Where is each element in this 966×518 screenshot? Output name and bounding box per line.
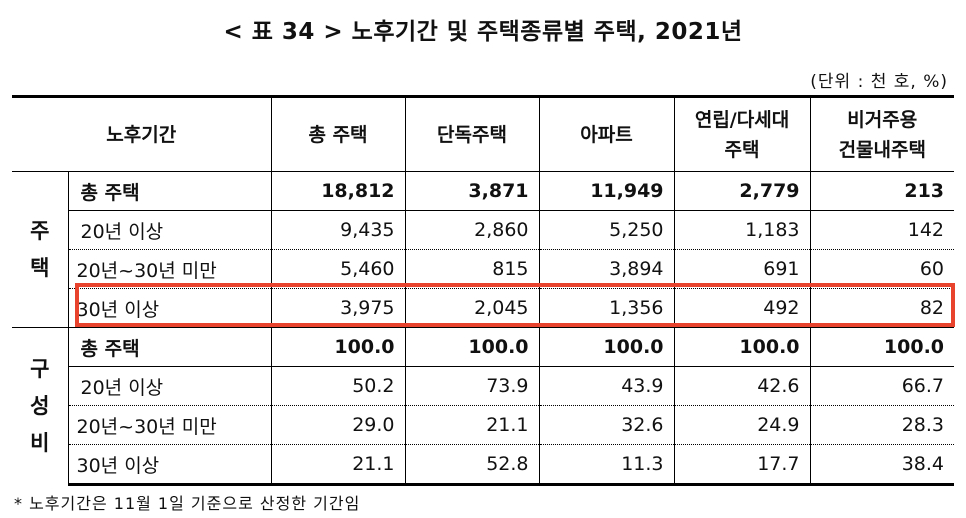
unit-note: (단위 : 천 호, %) — [810, 72, 948, 92]
cell-value: 43.9 — [538, 366, 675, 406]
cell-value: 142 — [809, 210, 955, 250]
table-title: < 표 34 > 노후기간 및 주택종류별 주택, 2021년 — [223, 19, 743, 45]
cell-value: 9,435 — [270, 210, 406, 250]
cell-value: 815 — [404, 249, 540, 289]
row-label: 30년 이상 — [67, 288, 272, 328]
cell-value: 691 — [673, 249, 811, 289]
header-rowhouse-line2: 주택 — [724, 138, 760, 161]
housing-age-table: 노후기간 총 주택 단독주택 아파트 연립/다세대 주택 비거주용 건물내주택 … — [12, 95, 955, 486]
header-nonresidential-line2: 건물내주택 — [838, 138, 926, 161]
row-label: 20년~30년 미만 — [67, 405, 272, 445]
group-composition-char: 비 — [30, 430, 50, 455]
cell-value: 2,045 — [404, 288, 540, 328]
cell-value: 32.6 — [538, 405, 675, 445]
group-housing-char: 주 — [30, 218, 50, 243]
header-total: 총 주택 — [270, 95, 406, 172]
cell-value: 100.0 — [809, 327, 955, 367]
row-label: 20년~30년 미만 — [67, 249, 272, 289]
cell-value: 21.1 — [404, 405, 540, 445]
group-housing-char: 택 — [30, 255, 50, 280]
footnote: * 노후기간은 11월 1일 기준으로 산정한 기간임 — [14, 494, 361, 513]
group-label-housing: 주 택 — [12, 171, 69, 328]
cell-value: 73.9 — [404, 366, 540, 406]
row-label: 총 주택 — [80, 181, 140, 204]
table-row: 20년 이상 9,435 2,860 5,250 1,183 142 — [12, 210, 955, 250]
cell-value: 1,356 — [538, 288, 675, 328]
cell-value: 492 — [673, 288, 811, 328]
cell-value: 100.0 — [270, 327, 406, 367]
cell-value: 100.0 — [538, 327, 675, 367]
row-label: 총 주택 — [68, 327, 272, 367]
cell-value: 42.6 — [673, 366, 811, 406]
cell-value: 213 — [809, 171, 955, 211]
cell-value: 17.7 — [673, 444, 811, 486]
row-label: 30년 이상 — [67, 444, 272, 486]
cell-value: 1,183 — [673, 210, 811, 250]
header-detached: 단독주택 — [404, 95, 540, 172]
header-rowhouse: 연립/다세대 주택 — [673, 95, 811, 172]
cell-value: 2,779 — [673, 171, 811, 211]
cell-value: 3,975 — [270, 288, 406, 328]
cell-value: 11.3 — [538, 444, 675, 486]
header-period: 노후기간 — [12, 95, 272, 172]
cell-value: 38.4 — [809, 444, 955, 486]
cell-value: 29.0 — [270, 405, 406, 445]
group-composition-char: 구 — [30, 356, 50, 381]
row-label: 20년 이상 — [68, 210, 272, 250]
cell-value: 11,949 — [538, 171, 675, 211]
table-row: 20년~30년 미만 29.0 21.1 32.6 24.9 28.3 — [12, 405, 955, 445]
cell-value: 50.2 — [270, 366, 406, 406]
cell-value: 82 — [809, 288, 955, 328]
cell-value: 24.9 — [673, 405, 811, 445]
header-row: 노후기간 총 주택 단독주택 아파트 연립/다세대 주택 비거주용 건물내주택 — [12, 95, 955, 172]
cell-value: 2,860 — [404, 210, 540, 250]
table-row: 30년 이상 21.1 52.8 11.3 17.7 38.4 — [12, 444, 955, 486]
group-composition-char: 성 — [30, 393, 50, 418]
group-label-composition: 구 성 비 — [12, 327, 69, 485]
cell-value: 3,871 — [404, 171, 540, 211]
cell-value: 21.1 — [270, 444, 406, 486]
table-row: 20년 이상 50.2 73.9 43.9 42.6 66.7 — [12, 366, 955, 406]
table-row: 20년~30년 미만 5,460 815 3,894 691 60 — [12, 249, 955, 289]
header-nonresidential-line1: 비거주용 — [847, 108, 918, 131]
row-label: 20년 이상 — [68, 366, 272, 406]
table-row: 30년 이상 3,975 2,045 1,356 492 82 — [12, 288, 955, 328]
table-row: 구 성 비 총 주택 100.0 100.0 100.0 100.0 100.0 — [12, 327, 955, 485]
cell-value: 100.0 — [673, 327, 811, 367]
cell-value: 5,250 — [538, 210, 675, 250]
cell-value: 66.7 — [809, 366, 955, 406]
cell-value: 60 — [809, 249, 955, 289]
cell-value: 3,894 — [538, 249, 675, 289]
header-nonresidential: 비거주용 건물내주택 — [809, 95, 955, 172]
header-rowhouse-line1: 연립/다세대 — [694, 108, 790, 131]
cell-value: 100.0 — [404, 327, 540, 367]
table-row: 주 택 총 주택 18,812 3,871 11,949 2,779 213 — [12, 171, 955, 328]
cell-value: 18,812 — [270, 171, 406, 211]
cell-value: 28.3 — [809, 405, 955, 445]
cell-value: 52.8 — [404, 444, 540, 486]
cell-value: 5,460 — [270, 249, 406, 289]
header-apartment: 아파트 — [538, 95, 675, 172]
